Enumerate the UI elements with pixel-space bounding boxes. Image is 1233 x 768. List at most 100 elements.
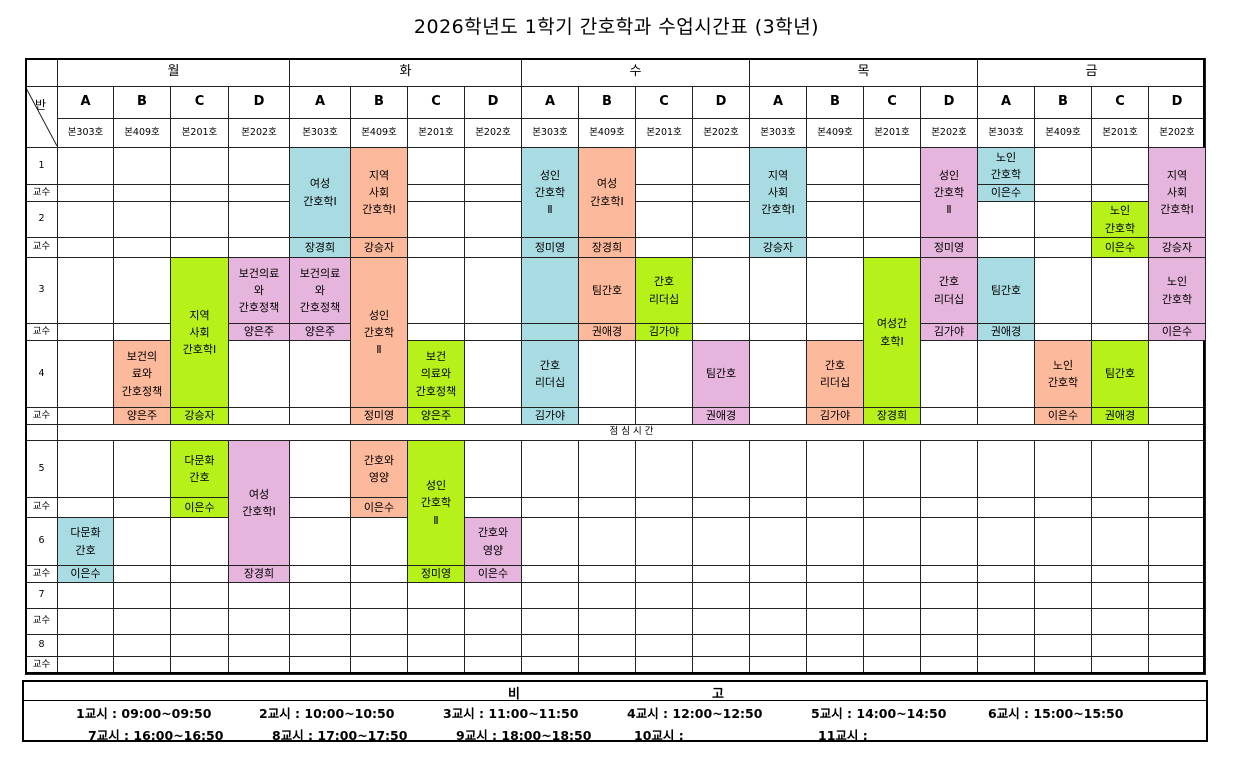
empty-slot (113, 634, 171, 657)
empty-slot (749, 497, 807, 518)
class-label: B (113, 86, 171, 119)
empty-slot (806, 608, 864, 635)
empty-slot (578, 497, 636, 518)
empty-slot (977, 634, 1035, 657)
room-label: 본201호 (635, 118, 693, 148)
page-title: 2026학년도 1학기 간호학과 수업시간표 (3학년) (413, 16, 820, 38)
empty-slot (407, 634, 465, 657)
empty-slot (920, 608, 978, 635)
empty-slot (1091, 497, 1149, 518)
empty-slot (57, 407, 114, 425)
professor-cell: 강승자 (749, 237, 807, 258)
empty-slot (464, 237, 522, 258)
empty-slot (578, 517, 636, 566)
empty-slot (407, 656, 465, 675)
empty-slot (464, 634, 522, 657)
empty-slot (113, 497, 171, 518)
room-label: 본303호 (977, 118, 1035, 148)
empty-slot (806, 237, 864, 258)
room-label: 본409호 (806, 118, 864, 148)
empty-slot (170, 582, 229, 609)
period-label: 8 (25, 634, 58, 657)
professor-cell: 이은수 (1034, 407, 1092, 425)
empty-slot (920, 497, 978, 518)
empty-slot (806, 440, 864, 498)
empty-slot (1091, 517, 1149, 566)
course-block: 팀간호 (1091, 340, 1149, 408)
empty-slot (1091, 582, 1149, 609)
empty-slot (1091, 440, 1149, 498)
empty-slot (57, 323, 114, 341)
empty-slot (350, 634, 408, 657)
empty-slot (977, 582, 1035, 609)
empty-slot (1091, 656, 1149, 675)
class-label: B (350, 86, 408, 119)
professor-cell: 정미영 (521, 237, 579, 258)
empty-slot (464, 340, 522, 408)
empty-slot (350, 582, 408, 609)
empty-slot (521, 608, 579, 635)
empty-slot (464, 608, 522, 635)
course-block: 지역 사회 간호학Ⅰ (350, 147, 408, 238)
empty-slot (228, 582, 290, 609)
empty-slot (977, 517, 1035, 566)
empty-slot (228, 656, 290, 675)
empty-slot (578, 656, 636, 675)
course-block: 간호 리더십 (920, 257, 978, 324)
course-block: 지역 사회 간호학Ⅰ (749, 147, 807, 238)
corner-cell (25, 58, 58, 87)
class-label: A (289, 86, 351, 119)
notes-header: 비 고 (24, 682, 1206, 702)
empty-slot (692, 634, 750, 657)
empty-slot (920, 582, 978, 609)
professor-cell: 강승자 (350, 237, 408, 258)
course-block: 간호와 영양 (464, 517, 522, 566)
empty-slot (464, 582, 522, 609)
empty-slot (635, 656, 693, 675)
empty-slot (289, 582, 351, 609)
empty-slot (228, 634, 290, 657)
empty-slot (977, 497, 1035, 518)
empty-slot (578, 407, 636, 425)
empty-slot (635, 517, 693, 566)
empty-slot (1148, 608, 1206, 635)
course-block: 보건의 료와 간호정책 (113, 340, 171, 408)
course-block: 노인 간호학 (1091, 201, 1149, 238)
empty-slot (1148, 440, 1206, 498)
class-label: A (57, 86, 114, 119)
empty-slot (863, 634, 921, 657)
empty-slot (692, 497, 750, 518)
period-time: 2교시 : 10:00~10:50 (259, 706, 395, 721)
period-label: 3 (25, 257, 58, 324)
professor-cell: 장경희 (863, 407, 921, 425)
empty-slot (113, 201, 171, 238)
professor-cell: 이은수 (977, 184, 1035, 202)
empty-slot (170, 565, 229, 583)
course-block: 성인 간호학 Ⅱ (350, 257, 408, 408)
empty-slot (806, 656, 864, 675)
course-block (521, 257, 579, 324)
professor-row-label: 교수 (25, 237, 58, 258)
empty-slot (920, 517, 978, 566)
empty-slot (749, 608, 807, 635)
empty-slot (289, 608, 351, 635)
empty-slot (977, 237, 1035, 258)
professor-cell: 강승자 (1148, 237, 1206, 258)
empty-slot (1034, 440, 1092, 498)
empty-slot (170, 184, 229, 202)
professor-cell: 장경희 (289, 237, 351, 258)
empty-slot (749, 565, 807, 583)
empty-slot (977, 440, 1035, 498)
day-tue-header: 화 (289, 58, 522, 87)
professor-row-label: 교수 (25, 407, 58, 425)
professor-row-label: 교수 (25, 656, 58, 675)
course-block: 여성간 호학Ⅰ (863, 257, 921, 408)
empty-slot (289, 656, 351, 675)
empty-slot (464, 656, 522, 675)
course-block: 성인 간호학 Ⅱ (920, 147, 978, 238)
empty-slot (228, 201, 290, 238)
empty-slot (1034, 184, 1092, 202)
empty-slot (350, 656, 408, 675)
empty-slot (521, 565, 579, 583)
lunch-bar: 점 심 시 간 (57, 424, 1206, 441)
